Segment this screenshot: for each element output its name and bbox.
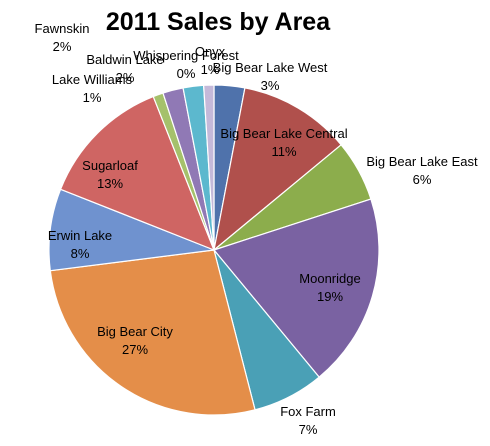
slice-label-fawnskin: Fawnskin 2% [35, 21, 90, 54]
slice-label-baldwin-lake: Baldwin Lake 2% [86, 52, 163, 85]
slice-label-moonridge: Moonridge 19% [299, 271, 360, 304]
pie-slice-big-bear-city [49, 249, 256, 416]
pie-slice-onyx [203, 84, 215, 251]
slice-label-fox-farm: Fox Farm 7% [280, 404, 336, 437]
slice-label-big-bear-lake-east: Big Bear Lake East 6% [366, 154, 478, 187]
slice-label-whispering-forest: Whispering Forest 0% [133, 48, 239, 81]
chart-title: 2011 Sales by Area [106, 8, 331, 36]
slice-label-erwin-lake: Erwin Lake 8% [48, 228, 112, 261]
pie-slice-big-bear-lake-central [213, 87, 342, 252]
slice-labels: Big Bear Lake West 3% Big Bear Lake Centra… [35, 21, 478, 437]
slice-label-lake-williams: Lake Williams 1% [52, 72, 133, 105]
slice-label-big-bear-city: Big Bear City 27% [97, 324, 173, 357]
slice-label-big-bear-lake-west: Big Bear Lake West 3% [213, 60, 328, 93]
slice-label-sugarloaf: Sugarloaf 13% [82, 158, 138, 191]
pie-slice-sugarloaf [59, 95, 216, 252]
pie-slices [48, 84, 380, 416]
slice-label-onyx: Onyx 1% [195, 44, 226, 77]
pie-slice-moonridge [212, 198, 380, 378]
slice-label-big-bear-lake-central: Big Bear Lake Central 11% [220, 126, 347, 159]
